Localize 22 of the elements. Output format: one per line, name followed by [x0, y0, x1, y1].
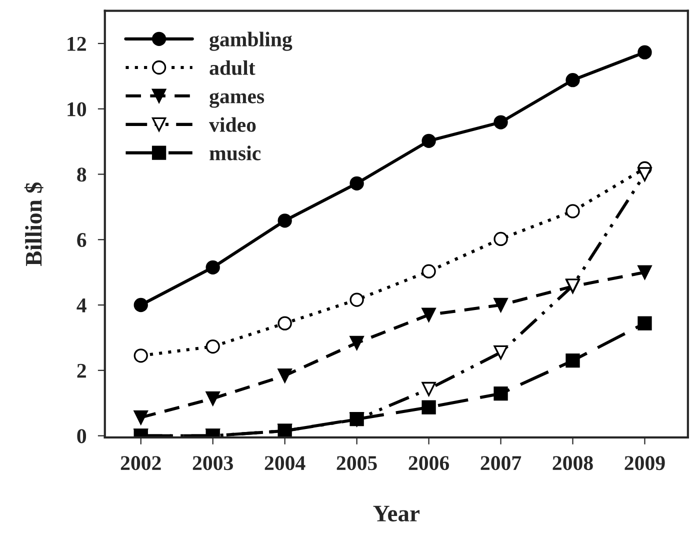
x-tick-label: 2003 — [192, 456, 233, 470]
x-tick-label: 2004 — [264, 456, 306, 470]
x-tick-label: 2007 — [480, 456, 522, 470]
x-tick-label: 2002 — [120, 456, 161, 470]
x-axis-title: Year — [373, 506, 420, 522]
y-tick-label: 10 — [68, 102, 86, 116]
y-tick-label: 6 — [77, 233, 86, 248]
legend-label: music — [210, 146, 261, 160]
y-axis-title: Billion $ — [24, 182, 44, 266]
x-tick-label: 2009 — [624, 456, 665, 470]
legend-label: adult — [210, 60, 256, 76]
legend-label: games — [210, 92, 264, 108]
x-tick-label: 2006 — [408, 456, 450, 470]
y-tick-label: 2 — [77, 364, 86, 378]
y-tick-label: 0 — [77, 429, 86, 444]
x-tick-label: 2005 — [336, 456, 377, 470]
legend-label: video — [209, 117, 256, 132]
legend-label: gambling — [210, 32, 292, 51]
y-tick-label: 4 — [76, 298, 86, 312]
x-tick-label: 2008 — [552, 456, 593, 470]
y-tick-label: 8 — [77, 168, 86, 182]
y-tick-label: 12 — [68, 36, 86, 51]
